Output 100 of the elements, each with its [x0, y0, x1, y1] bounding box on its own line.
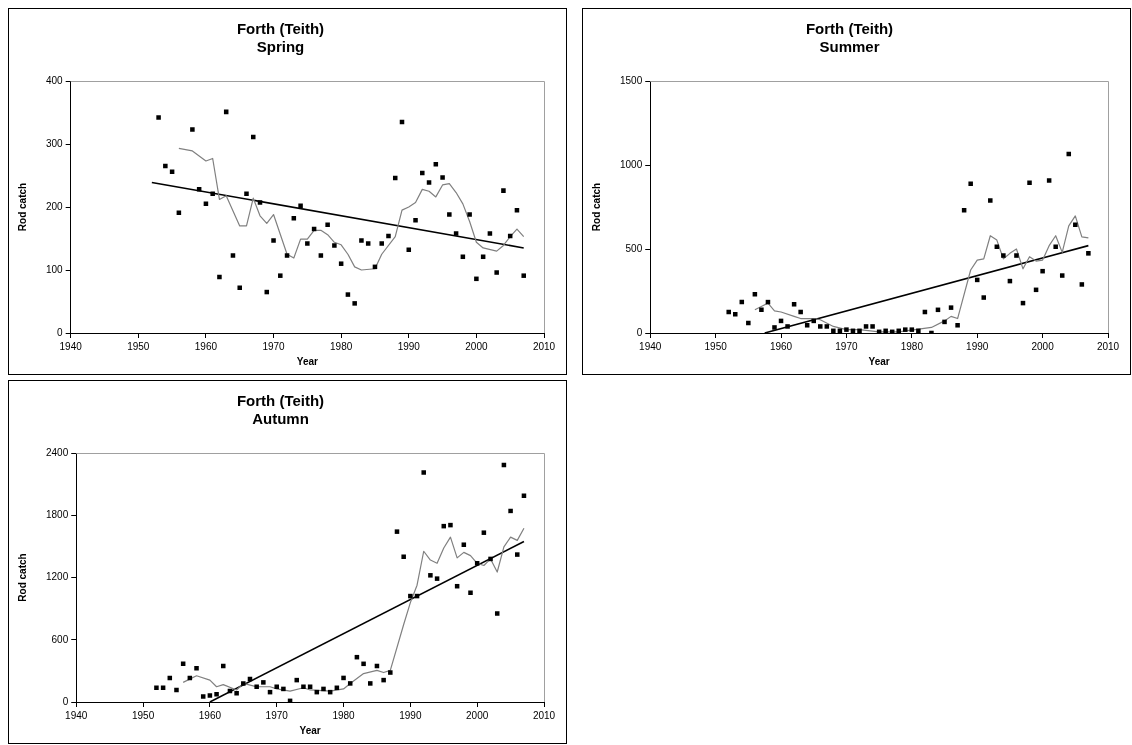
- point: [448, 522, 453, 528]
- point: [281, 686, 286, 692]
- point: [447, 212, 452, 217]
- x-tick-label: 2000: [465, 340, 488, 352]
- point: [1001, 253, 1006, 258]
- point: [154, 685, 159, 691]
- point: [291, 216, 297, 221]
- point: [388, 670, 393, 675]
- point: [214, 692, 219, 697]
- y-tick-label: 500: [625, 242, 643, 254]
- point: [474, 561, 480, 566]
- point: [988, 198, 993, 203]
- x-tick-label: 1980: [332, 709, 356, 721]
- point: [434, 576, 440, 581]
- point: [307, 684, 313, 690]
- point: [929, 330, 934, 333]
- x-tick-label: 1950: [131, 709, 155, 721]
- point: [254, 684, 259, 690]
- y-tick-label: 0: [62, 695, 69, 707]
- point: [824, 324, 830, 329]
- point: [733, 311, 738, 317]
- chart-subtitle: Spring: [256, 38, 305, 56]
- point: [234, 691, 239, 696]
- x-axis-title: Year: [868, 355, 890, 367]
- point: [1014, 253, 1019, 258]
- point: [194, 665, 199, 671]
- point: [870, 324, 875, 329]
- point: [298, 203, 303, 208]
- point: [190, 127, 195, 132]
- point: [818, 324, 823, 329]
- point: [453, 231, 459, 236]
- point: [163, 163, 168, 169]
- point: [791, 302, 797, 307]
- x-tick-label: 2010: [532, 340, 556, 352]
- point: [220, 663, 226, 669]
- point: [468, 590, 473, 596]
- point: [305, 241, 310, 246]
- x-tick-label: 2010: [1096, 340, 1120, 352]
- point: [341, 675, 346, 681]
- point: [250, 134, 256, 140]
- point: [1059, 273, 1065, 278]
- point: [174, 687, 179, 693]
- point: [274, 684, 279, 690]
- point: [237, 285, 242, 290]
- point: [408, 593, 413, 599]
- point: [955, 323, 960, 328]
- point: [501, 188, 506, 193]
- point: [487, 231, 493, 236]
- point: [294, 677, 300, 683]
- chart-title: Forth (Teith): [805, 20, 894, 38]
- point: [863, 324, 869, 329]
- point: [284, 253, 290, 258]
- point: [746, 320, 751, 326]
- point: [379, 241, 384, 246]
- point: [772, 325, 777, 330]
- y-tick-label: 600: [51, 633, 69, 645]
- chart-title: Forth (Teith): [236, 20, 325, 38]
- x-tick-label: 1950: [704, 340, 728, 352]
- point: [394, 529, 400, 534]
- point: [968, 181, 973, 187]
- point: [200, 694, 206, 699]
- point: [428, 573, 433, 578]
- point: [257, 200, 263, 205]
- point: [420, 170, 425, 176]
- point: [207, 693, 213, 698]
- point: [230, 253, 236, 258]
- x-tick-label: 1980: [330, 340, 353, 352]
- y-axis-title: Rod catch: [16, 182, 28, 232]
- point: [368, 681, 373, 686]
- point: [752, 292, 758, 297]
- y-tick-label: 300: [46, 137, 64, 149]
- point: [942, 319, 947, 325]
- x-tick-label: 1940: [59, 340, 83, 352]
- point: [857, 328, 862, 333]
- y-tick-label: 400: [46, 74, 64, 86]
- point: [844, 327, 849, 332]
- x-axis-title: Year: [296, 355, 319, 367]
- point: [347, 681, 353, 686]
- x-tick-label: 1940: [65, 709, 88, 721]
- x-tick-label: 1960: [194, 340, 218, 352]
- point: [909, 327, 915, 332]
- y-tick-label: 0: [636, 326, 643, 338]
- point: [494, 270, 499, 275]
- y-tick-label: 0: [57, 326, 64, 338]
- x-tick-label: 1990: [399, 709, 422, 721]
- point: [365, 241, 371, 246]
- x-tick-label: 2010: [532, 709, 556, 721]
- x-tick-label: 1980: [900, 340, 924, 352]
- point: [467, 212, 472, 217]
- y-tick-label: 1800: [46, 509, 69, 520]
- point: [301, 684, 306, 690]
- point: [961, 208, 967, 213]
- x-tick-label: 1970: [262, 340, 286, 352]
- point: [381, 677, 386, 683]
- point: [413, 217, 418, 223]
- x-tick-label: 1990: [966, 340, 989, 352]
- chart-title: Forth (Teith): [236, 392, 325, 410]
- point: [210, 191, 215, 197]
- chart-subtitle: Summer: [819, 38, 880, 56]
- point: [338, 261, 344, 266]
